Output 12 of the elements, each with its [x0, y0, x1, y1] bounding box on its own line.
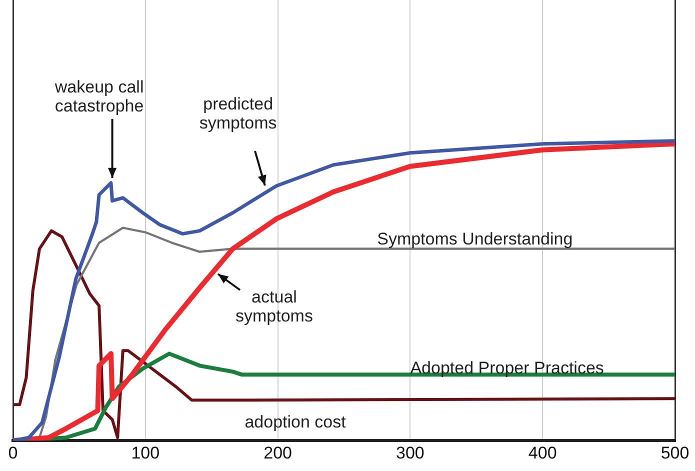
annotation: wakeup call catastrophe: [54, 78, 144, 116]
series-label: adoption cost: [244, 412, 346, 432]
x-tick-label: 300: [396, 443, 424, 462]
annotation: actual symptoms: [236, 287, 313, 326]
series-label: Adopted Proper Practices: [410, 358, 604, 378]
x-tick-label: 200: [264, 443, 292, 462]
text: predicted symptoms: [199, 94, 277, 133]
x-tick-label: 400: [528, 443, 557, 462]
series-label: Symptoms Understanding: [377, 229, 573, 248]
x-tick-label: 500: [660, 443, 690, 462]
x-tick-label: 100: [131, 443, 160, 462]
x-tick-label: 0: [8, 443, 18, 462]
